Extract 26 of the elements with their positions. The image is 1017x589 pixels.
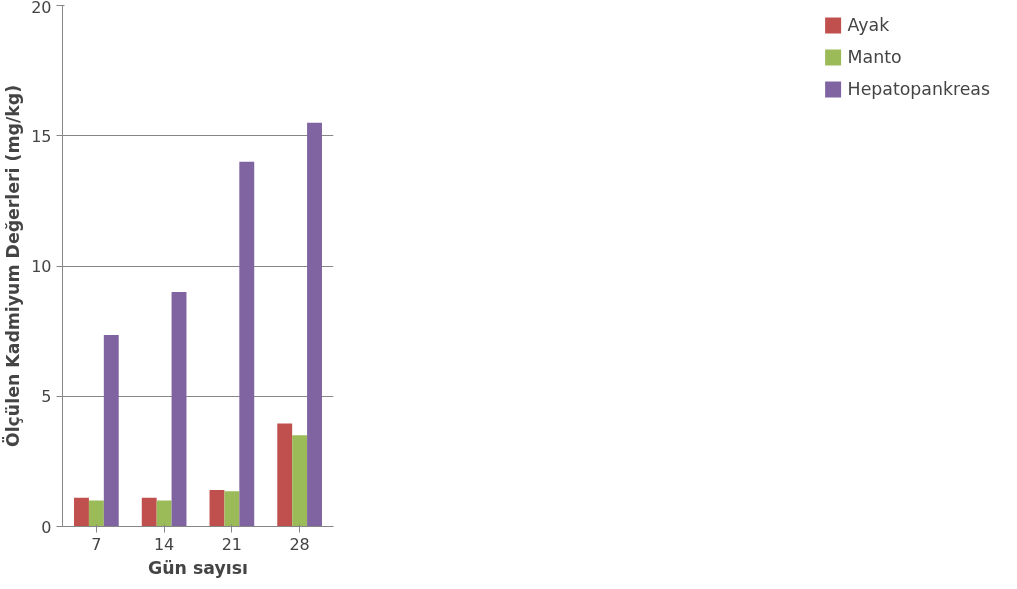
bar bbox=[292, 435, 308, 527]
x-axis-title: Gün sayısı bbox=[148, 557, 248, 578]
legend-label: Hepatopankreas bbox=[847, 79, 990, 99]
bar bbox=[224, 491, 240, 527]
legend-label: Ayak bbox=[847, 15, 890, 35]
bar bbox=[141, 497, 157, 527]
bar bbox=[88, 500, 104, 527]
x-tick-label: 21 bbox=[221, 534, 243, 554]
bar bbox=[307, 122, 322, 527]
y-tick-label: 0 bbox=[41, 517, 52, 537]
bar bbox=[74, 497, 89, 527]
bar bbox=[171, 292, 187, 527]
bar bbox=[103, 335, 119, 527]
x-tick-label: 28 bbox=[289, 534, 310, 554]
bar bbox=[239, 161, 255, 527]
x-tick-label: 7 bbox=[91, 534, 102, 554]
x-tick-label: 14 bbox=[153, 534, 175, 554]
bar bbox=[277, 423, 293, 527]
y-tick-label: 15 bbox=[31, 126, 52, 146]
y-tick-label: 10 bbox=[31, 257, 52, 276]
y-axis-title: Ölçülen Kadmiyum Değerleri (mg/kg) bbox=[2, 84, 24, 448]
y-tick-label: 5 bbox=[41, 387, 52, 407]
y-tick-label: 20 bbox=[31, 0, 52, 17]
legend-label: Manto bbox=[847, 47, 902, 67]
bar bbox=[209, 490, 225, 527]
bar bbox=[156, 500, 172, 527]
